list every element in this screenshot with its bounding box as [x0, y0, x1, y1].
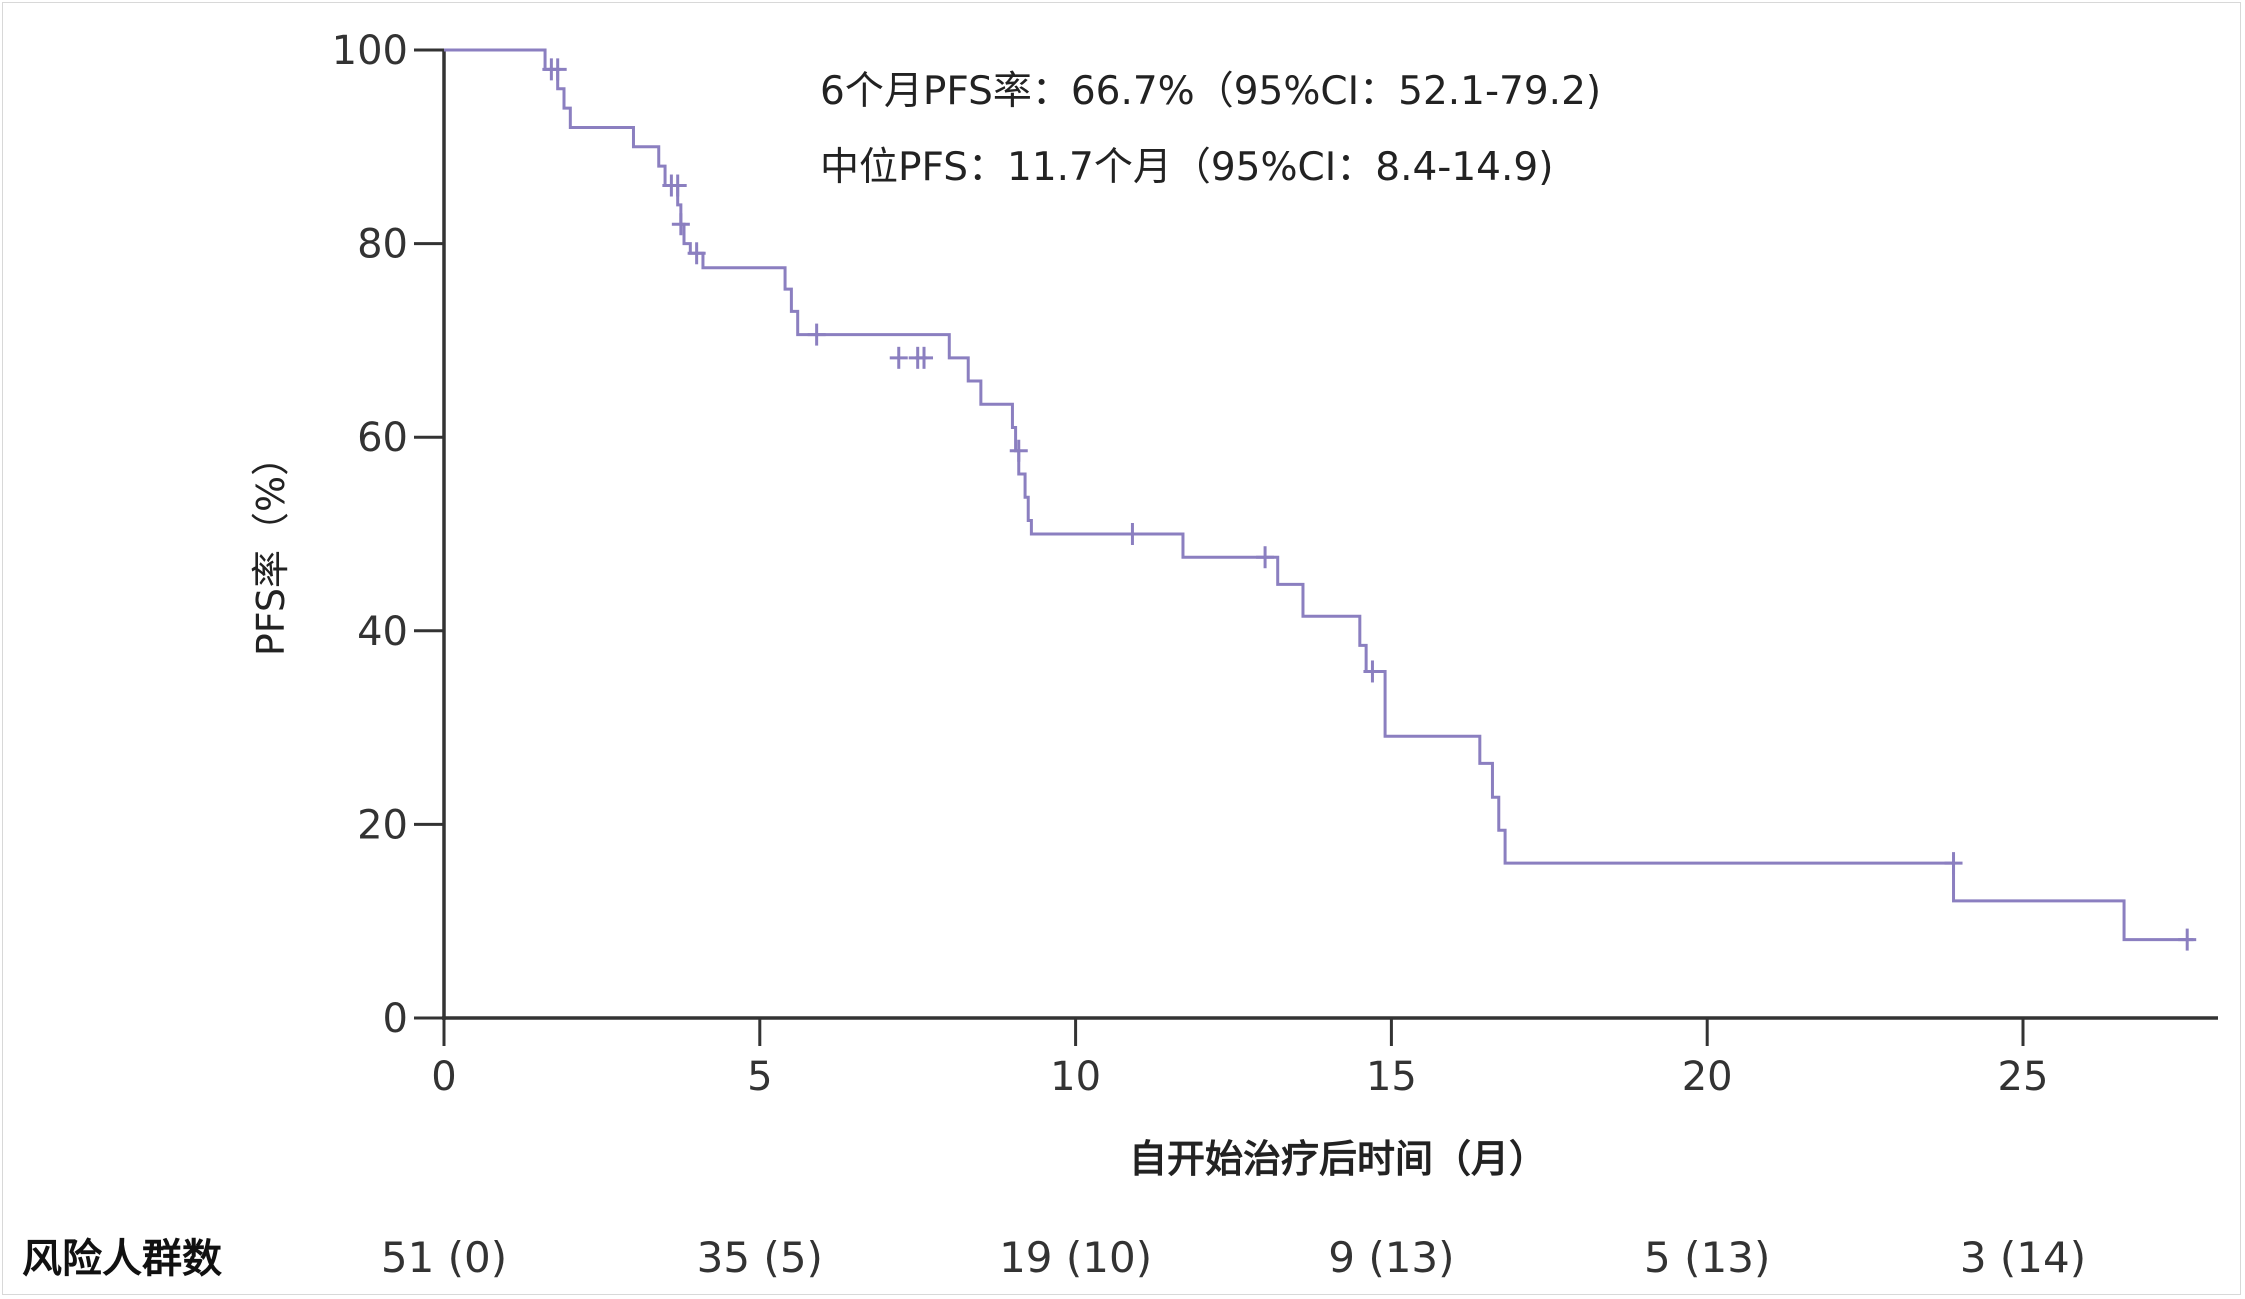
risk-count-25: 3 (14)	[1960, 1233, 2086, 1282]
censor-mark	[1363, 660, 1382, 683]
censor-mark	[1123, 523, 1142, 545]
y-tick-label: 100	[332, 28, 408, 74]
risk-count-5: 35 (5)	[697, 1233, 823, 1282]
censor-mark	[807, 323, 826, 346]
risk-count-0: 51 (0)	[381, 1233, 507, 1282]
risk-count-10: 19 (10)	[999, 1233, 1152, 1282]
x-axis-label: 自开始治疗后时间（月）	[1129, 1137, 1547, 1181]
y-tick-label: 40	[357, 609, 408, 655]
x-tick-label: 20	[1682, 1054, 1733, 1100]
risk-table-title: 风险人群数	[22, 1236, 222, 1282]
x-tick-label: 0	[431, 1054, 456, 1100]
censor-mark	[915, 346, 934, 369]
censor-mark	[668, 174, 687, 197]
x-tick-label: 25	[1998, 1054, 2049, 1100]
censor-mark	[671, 213, 690, 236]
censor-mark	[1256, 546, 1275, 569]
censor-mark	[1944, 852, 1963, 875]
risk-count-20: 5 (13)	[1644, 1233, 1770, 1282]
censor-mark	[889, 346, 908, 369]
y-tick-label: 20	[357, 802, 408, 848]
y-tick-label: 0	[383, 996, 408, 1042]
risk-table-row: 51 (0) 35 (5) 19 (10) 9 (13) 5 (13) 3 (14)	[381, 1233, 2086, 1282]
censor-mark	[687, 242, 706, 265]
axes: 0 20 40 60 80 100 0 5 10 15 20 25	[332, 28, 2218, 1100]
censor-mark	[1009, 439, 1028, 462]
annotation-6month-pfs: 6个月PFS率：66.7%（95%CI：52.1-79.2)	[820, 69, 1601, 114]
y-ticks: 0 20 40 60 80 100	[332, 28, 444, 1042]
censor-marks-group	[542, 58, 2197, 951]
survival-curve	[444, 48, 2194, 942]
y-axis-label: PFS率（%）	[249, 438, 293, 656]
risk-count-15: 9 (13)	[1328, 1233, 1454, 1282]
survival-curve-group	[444, 48, 2194, 942]
x-tick-label: 5	[747, 1054, 772, 1100]
x-tick-label: 15	[1366, 1054, 1417, 1100]
censor-mark	[548, 58, 567, 81]
censor-mark	[2178, 928, 2197, 951]
x-tick-label: 10	[1050, 1054, 1101, 1100]
y-tick-label: 60	[357, 415, 408, 461]
annotation-median-pfs: 中位PFS：11.7个月（95%CI：8.4-14.9)	[820, 145, 1553, 190]
y-tick-label: 80	[357, 222, 408, 268]
x-ticks: 0 5 10 15 20 25	[431, 1018, 2048, 1100]
